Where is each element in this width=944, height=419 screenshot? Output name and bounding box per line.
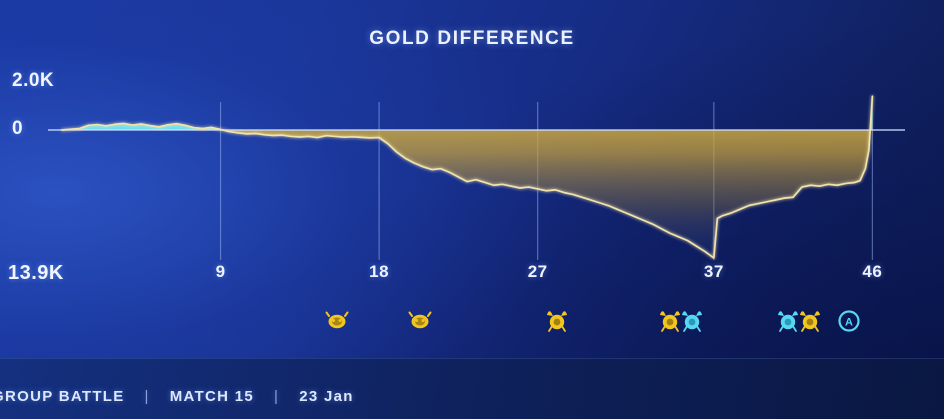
turtle-icon bbox=[406, 307, 434, 335]
lord-icon bbox=[774, 307, 802, 335]
ace-icon: A bbox=[835, 307, 863, 335]
separator-1: | bbox=[144, 388, 150, 405]
svg-text:A: A bbox=[845, 317, 853, 329]
x-tick-27: 27 bbox=[527, 262, 548, 281]
match-label: MATCH 15 bbox=[169, 388, 255, 405]
y-axis-top-label: 2.0K bbox=[12, 70, 55, 91]
lord-icon bbox=[678, 307, 706, 335]
event-timeline: A bbox=[0, 300, 944, 346]
turtle-icon bbox=[323, 307, 351, 335]
page-title: GOLD DIFFERENCE bbox=[369, 28, 575, 49]
x-tick-9: 9 bbox=[215, 262, 226, 281]
date-label: 23 Jan bbox=[299, 388, 354, 405]
lord-icon bbox=[656, 307, 684, 335]
stage-label: GROUP BATTLE bbox=[0, 388, 125, 405]
separator-2: | bbox=[274, 388, 280, 405]
x-tick-18: 18 bbox=[369, 262, 390, 281]
match-info-bar: GROUP BATTLE | MATCH 15 | 23 Jan bbox=[0, 358, 944, 419]
y-axis-zero-label: 0 bbox=[12, 118, 24, 139]
lord-icon bbox=[543, 307, 571, 335]
x-tick-37: 37 bbox=[703, 262, 724, 281]
lord-icon bbox=[796, 307, 824, 335]
gold-difference-chart bbox=[48, 95, 905, 260]
y-axis-bottom-label: 13.9K bbox=[8, 262, 64, 284]
x-tick-46: 46 bbox=[862, 262, 883, 281]
